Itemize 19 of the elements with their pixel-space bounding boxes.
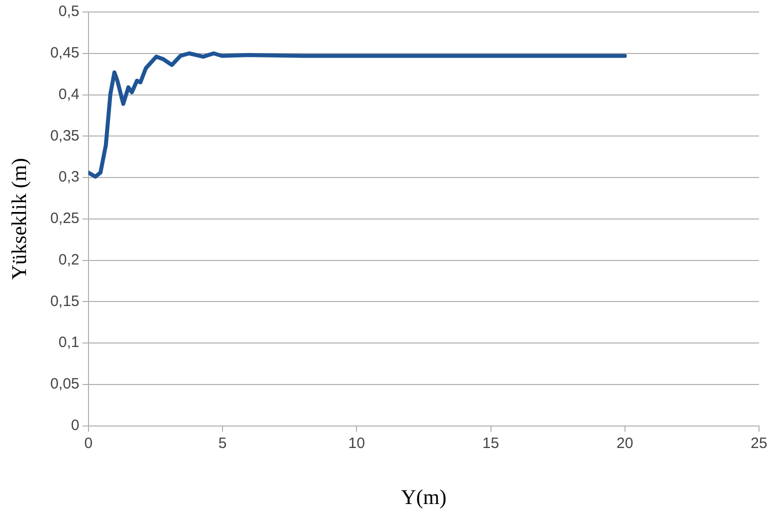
y-axis-title: Yükseklik (m) — [7, 158, 32, 280]
y-tick-label: 0,4 — [58, 86, 80, 103]
y-tick-label: 0,45 — [50, 44, 80, 62]
y-tick-label: 0,5 — [58, 3, 80, 20]
y-tick-label: 0,3 — [58, 168, 80, 186]
x-tick-label: 20 — [616, 434, 634, 452]
y-tick-label: 0,25 — [50, 210, 80, 228]
y-tick-label: 0,15 — [50, 292, 80, 310]
x-tick-label: 15 — [482, 434, 500, 452]
x-tick-label: 0 — [84, 434, 93, 452]
y-tick-label: 0,05 — [50, 376, 80, 393]
x-tick-label: 25 — [750, 434, 768, 452]
y-tick-label: 0,2 — [58, 251, 80, 268]
x-axis-title: Y(m) — [400, 484, 446, 509]
y-tick-label: 0,35 — [50, 127, 80, 144]
x-tick-label: 5 — [218, 434, 227, 452]
y-tick-label: 0,1 — [58, 334, 80, 352]
x-tick-label: 10 — [348, 434, 365, 452]
y-tick-label: 0 — [71, 416, 80, 434]
